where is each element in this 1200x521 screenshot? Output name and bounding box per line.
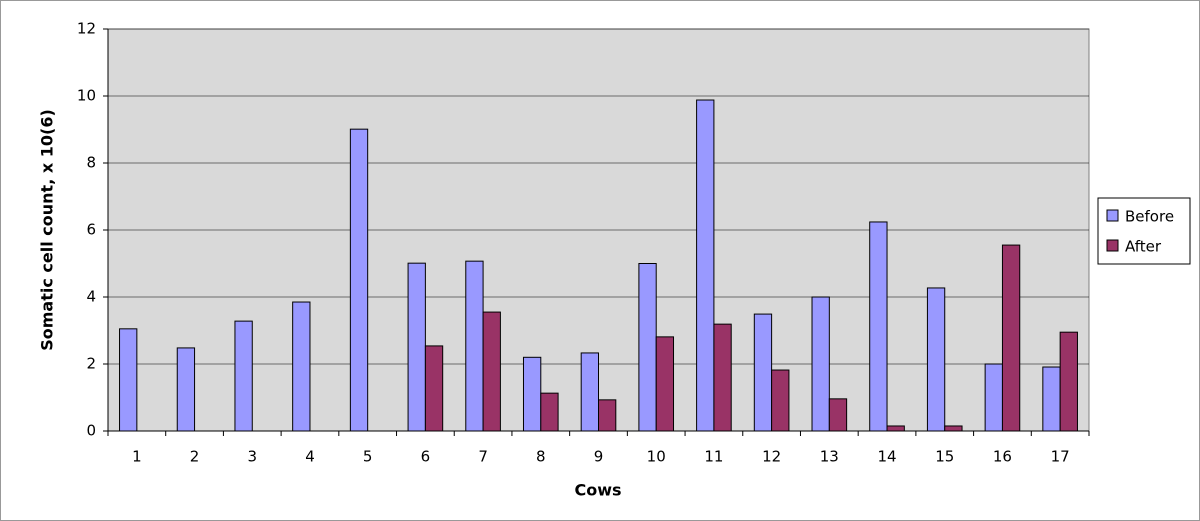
x-tick-label: 9 [594, 448, 604, 466]
bar [349, 128, 369, 432]
legend-swatch [1106, 239, 1119, 252]
y-tick-label: 0 [86, 422, 96, 440]
bar [1001, 244, 1021, 432]
bar [984, 363, 1003, 432]
bar [407, 262, 426, 432]
x-axis-title: Cows [574, 481, 621, 500]
y-tick-label: 6 [86, 221, 96, 239]
x-tick-label: 12 [762, 448, 781, 466]
bar [176, 347, 196, 432]
y-tick-label: 10 [77, 87, 96, 105]
y-tick-label: 12 [77, 20, 96, 38]
bar [580, 352, 599, 432]
x-tick-label: 5 [363, 448, 373, 466]
x-tick-label: 13 [820, 448, 839, 466]
bar [753, 313, 773, 432]
bar [234, 320, 253, 432]
x-tick-label: 10 [647, 448, 666, 466]
bar [869, 221, 888, 432]
y-tick-label: 8 [86, 154, 96, 172]
y-tick-label: 2 [86, 355, 96, 373]
x-tick-label: 14 [877, 448, 896, 466]
bar [522, 356, 542, 432]
bar [886, 425, 905, 432]
bar [638, 263, 657, 432]
x-tick-label: 6 [421, 448, 431, 466]
x-tick-label: 11 [704, 448, 723, 466]
x-tick-label: 3 [247, 448, 257, 466]
bar [713, 323, 732, 432]
legend-label: After [1125, 238, 1162, 256]
bar [1059, 331, 1078, 432]
bar [424, 345, 444, 432]
x-tick-label: 4 [305, 448, 315, 466]
bar [465, 260, 484, 432]
bar [811, 296, 830, 432]
legend-swatch [1106, 209, 1119, 222]
bar [1042, 366, 1061, 432]
bar [828, 398, 848, 432]
bar [119, 328, 138, 432]
bar [292, 301, 311, 432]
x-tick-label: 15 [935, 448, 954, 466]
x-tick-label: 1 [132, 448, 142, 466]
x-tick-label: 2 [190, 448, 200, 466]
y-tick-label: 4 [86, 288, 96, 306]
bar [944, 425, 963, 432]
bar [540, 392, 559, 432]
y-axis-title: Somatic cell count, x 10(6) [38, 109, 57, 351]
bar [926, 287, 946, 432]
bar [696, 99, 715, 432]
bar [655, 336, 675, 432]
legend-box [1097, 197, 1191, 265]
bar [771, 369, 790, 432]
legend-label: Before [1125, 208, 1174, 226]
x-tick-label: 17 [1051, 448, 1070, 466]
x-tick-label: 7 [478, 448, 488, 466]
bar [598, 399, 617, 432]
x-tick-label: 16 [993, 448, 1012, 466]
bar [482, 311, 501, 432]
x-tick-label: 8 [536, 448, 546, 466]
